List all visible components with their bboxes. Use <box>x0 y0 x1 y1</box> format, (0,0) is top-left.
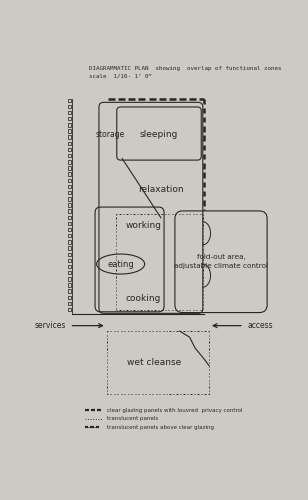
Bar <box>68 222 71 225</box>
Bar <box>68 308 71 312</box>
Bar <box>68 184 71 188</box>
Bar <box>68 148 71 151</box>
Bar <box>68 154 71 158</box>
Bar <box>68 142 71 145</box>
Text: fold-out area,: fold-out area, <box>197 254 246 260</box>
Text: adjustable climate control: adjustable climate control <box>174 262 268 268</box>
Text: wet cleanse: wet cleanse <box>127 358 181 367</box>
Bar <box>68 197 71 200</box>
Bar <box>68 136 71 139</box>
Bar <box>68 123 71 126</box>
Text: scale  1/16· 1’ 0”: scale 1/16· 1’ 0” <box>89 73 152 78</box>
Bar <box>68 210 71 213</box>
Text: storage: storage <box>96 130 125 139</box>
Bar <box>68 234 71 237</box>
Bar <box>68 246 71 250</box>
Bar <box>68 296 71 299</box>
Bar <box>68 277 71 280</box>
Bar <box>68 302 71 305</box>
Bar <box>68 228 71 232</box>
Bar <box>68 117 71 120</box>
Text: translucent panels: translucent panels <box>107 416 158 422</box>
Bar <box>68 191 71 194</box>
Bar <box>68 284 71 287</box>
Text: access: access <box>248 321 274 330</box>
Bar <box>68 240 71 244</box>
Text: services: services <box>34 321 66 330</box>
Text: DIAGRAMMATIC PLAN  showing  overlap of functional zones: DIAGRAMMATIC PLAN showing overlap of fun… <box>89 66 282 71</box>
Text: eating: eating <box>107 260 134 268</box>
Bar <box>68 271 71 274</box>
Bar <box>68 172 71 176</box>
Bar <box>68 290 71 293</box>
Bar <box>68 252 71 256</box>
Bar <box>68 98 71 102</box>
Bar <box>68 258 71 262</box>
Text: translucent panels above clear glazing: translucent panels above clear glazing <box>107 425 214 430</box>
Bar <box>68 216 71 219</box>
Bar <box>68 111 71 114</box>
Bar <box>68 178 71 182</box>
Bar <box>68 265 71 268</box>
Text: working: working <box>125 221 161 230</box>
Text: sleeping: sleeping <box>140 130 178 139</box>
Text: clear glazing panels with louvred  privacy control: clear glazing panels with louvred privac… <box>107 408 242 413</box>
Text: relaxation: relaxation <box>138 185 184 194</box>
Bar <box>68 104 71 108</box>
Bar <box>68 130 71 133</box>
Bar <box>68 166 71 170</box>
Bar <box>68 160 71 164</box>
Text: cooking: cooking <box>125 294 161 303</box>
Bar <box>68 203 71 206</box>
